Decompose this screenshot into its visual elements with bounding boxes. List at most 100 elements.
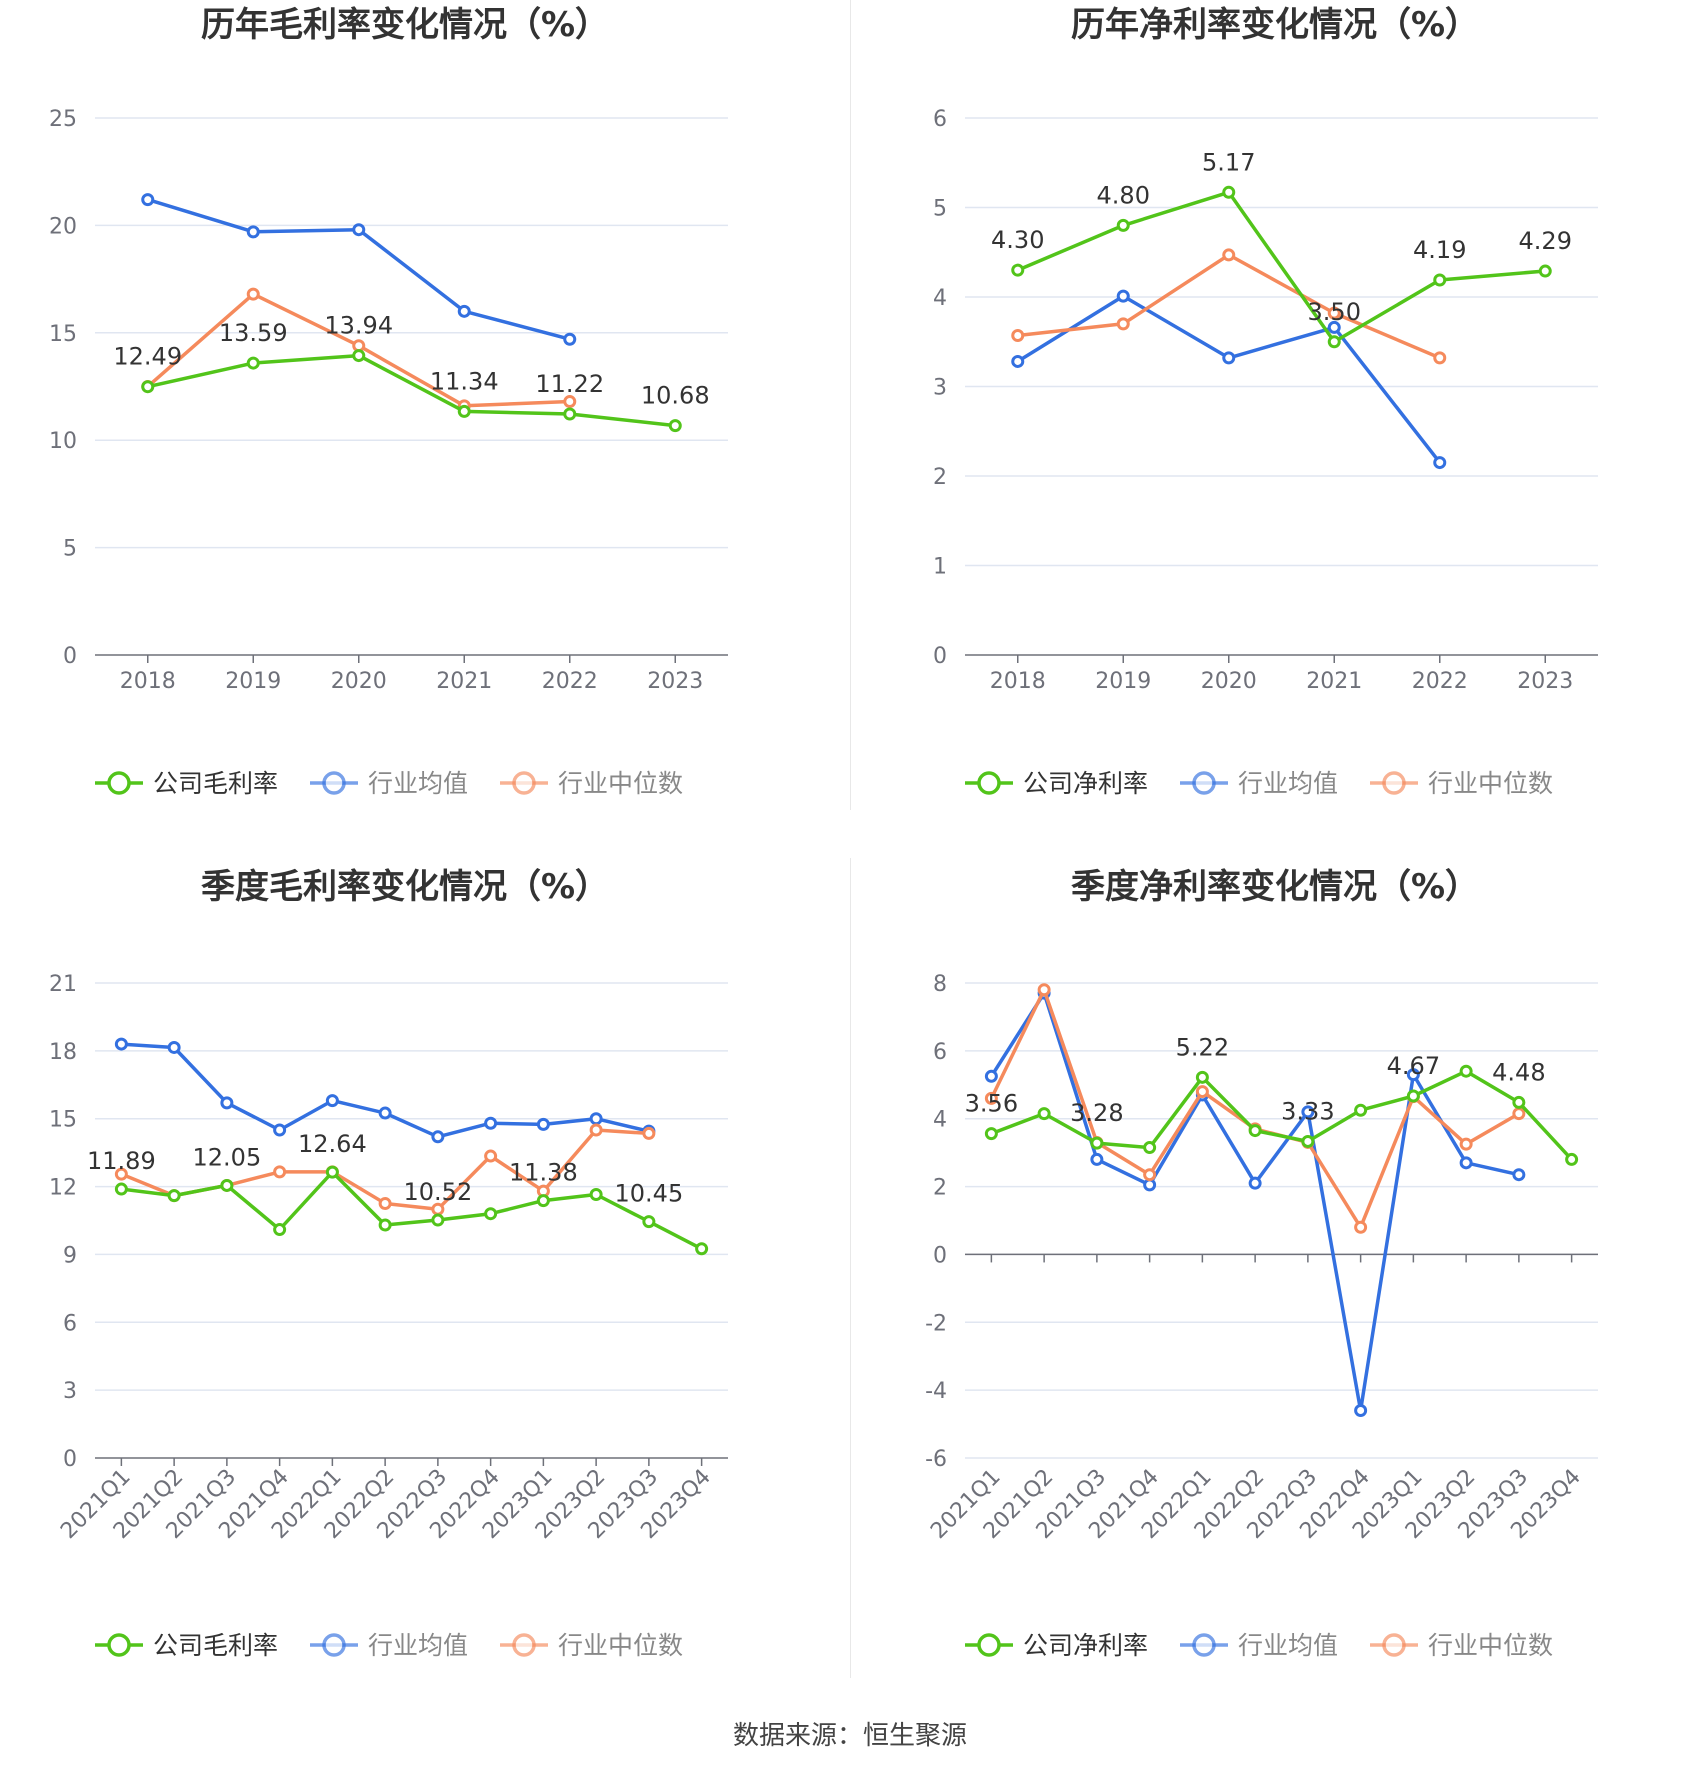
data-point-company <box>167 1189 181 1203</box>
data-point-company <box>1248 1124 1262 1138</box>
y-tick-label: 12 <box>49 1176 77 1201</box>
data-point-avg <box>1301 1105 1315 1119</box>
legend-circle-icon <box>512 771 536 795</box>
data-label: 13.59 <box>219 319 288 347</box>
y-tick-label: 3 <box>63 1379 77 1404</box>
chart-4: 季度净利率变化情况（%）-6-4-2024682021Q12021Q22021Q… <box>925 867 1598 1660</box>
vertical-divider-top <box>850 0 851 810</box>
y-tick-label: 9 <box>63 1243 77 1268</box>
data-point-avg <box>141 193 155 207</box>
legend-item-avg: 行业均值 <box>1180 1631 1338 1660</box>
data-point-avg <box>1090 1152 1104 1166</box>
y-tick-label: 4 <box>933 286 947 311</box>
data-point-company <box>1433 273 1447 287</box>
data-point-company <box>563 407 577 421</box>
data-point-company <box>695 1242 709 1256</box>
data-point-avg <box>1143 1178 1157 1192</box>
chart-1: 历年毛利率变化情况（%） 0 5 10 15 20 25 2018 2019 2020 2021 20… <box>49 5 728 798</box>
chart-title: 季度净利率变化情况（%） <box>1071 867 1479 907</box>
y-tick-label: 3 <box>933 376 947 401</box>
data-point-avg <box>1116 289 1130 303</box>
data-point-company <box>1116 218 1130 232</box>
x-tick-label: 2019 <box>1095 669 1151 694</box>
data-point-median <box>1195 1085 1209 1099</box>
data-point-median <box>1037 983 1051 997</box>
data-point-avg <box>457 304 471 318</box>
data-point-avg <box>431 1130 445 1144</box>
legend-circle-icon <box>1192 1633 1216 1657</box>
legend-item-company: 公司毛利率 <box>95 1631 278 1660</box>
data-point-company <box>984 1127 998 1141</box>
data-point-avg <box>220 1096 234 1110</box>
y-tick-label: -2 <box>925 1311 947 1336</box>
data-point-company <box>1301 1134 1315 1148</box>
legend-circle-icon <box>977 771 1001 795</box>
data-point-company <box>536 1194 550 1208</box>
data-label: 4.19 <box>1413 236 1466 264</box>
data-point-median <box>246 287 260 301</box>
data-point-company <box>484 1207 498 1221</box>
data-label: 12.64 <box>298 1130 367 1158</box>
data-label: 5.22 <box>1176 1033 1229 1061</box>
data-label: 11.89 <box>87 1147 156 1175</box>
data-point-company <box>273 1223 287 1237</box>
legend-circle-icon <box>1382 771 1406 795</box>
data-point-avg <box>167 1040 181 1054</box>
legend-circle-icon <box>1192 771 1216 795</box>
data-point-avg <box>1406 1068 1420 1082</box>
y-tick-label: 18 <box>49 1040 77 1065</box>
legend-circle-icon <box>322 771 346 795</box>
chart-3: 季度毛利率变化情况（%）0369121518212021Q12021Q22021… <box>49 867 728 1660</box>
data-point-company <box>378 1218 392 1232</box>
y-tick-label: -4 <box>925 1379 947 1404</box>
data-label: 4.67 <box>1387 1052 1440 1080</box>
y-tick-label: 15 <box>49 1108 77 1133</box>
series-line-company <box>990 1069 1573 1161</box>
data-label: 12.49 <box>113 343 182 371</box>
data-label: 4.80 <box>1097 181 1150 209</box>
data-point-median <box>1354 1220 1368 1234</box>
data-point-company <box>1538 264 1552 278</box>
data-point-median <box>1327 306 1341 320</box>
y-tick-label: 6 <box>933 107 947 132</box>
data-point-avg <box>1354 1404 1368 1417</box>
y-tick-label: 2 <box>933 1176 947 1201</box>
data-label: 5.17 <box>1202 148 1255 176</box>
y-tick-label: 0 <box>933 644 947 669</box>
data-label: 3.50 <box>1308 298 1361 326</box>
series-line-company <box>121 1170 703 1251</box>
data-point-avg <box>273 1123 287 1137</box>
legend-label: 公司净利率 <box>1023 769 1148 798</box>
data-point-company <box>1143 1141 1157 1155</box>
y-tick-label: 20 <box>49 214 77 239</box>
data-point-avg <box>1512 1168 1526 1182</box>
data-label: 10.68 <box>641 382 710 410</box>
data-label: 12.05 <box>193 1143 262 1171</box>
data-point-company <box>246 356 260 370</box>
data-label: 10.52 <box>404 1178 473 1206</box>
data-point-company <box>141 380 155 394</box>
data-point-median <box>1143 1168 1157 1182</box>
series-line-company <box>147 353 676 428</box>
y-tick-label: 25 <box>49 107 77 132</box>
vertical-divider-bottom <box>850 858 851 1678</box>
data-point-company <box>1222 185 1236 199</box>
data-point-company <box>431 1213 445 1227</box>
data-point-company <box>1354 1103 1368 1117</box>
legend-circle-icon <box>512 1633 536 1657</box>
data-point-avg <box>1248 1176 1262 1190</box>
chart-title: 历年毛利率变化情况（%） <box>201 5 609 45</box>
data-point-company <box>1037 1107 1051 1121</box>
data-point-avg <box>114 1037 128 1051</box>
legend-label: 行业中位数 <box>1428 1631 1553 1660</box>
data-point-company <box>1459 1064 1473 1078</box>
legend-label: 行业中位数 <box>1428 769 1553 798</box>
data-label: 11.38 <box>509 1159 578 1187</box>
data-point-company <box>1565 1152 1579 1166</box>
data-point-company <box>589 1187 603 1201</box>
data-point-company <box>1195 1070 1209 1084</box>
x-tick-label: 2020 <box>331 669 387 694</box>
series-line-avg <box>121 1042 650 1139</box>
data-point-company <box>1327 335 1341 349</box>
data-point-median <box>589 1123 603 1137</box>
